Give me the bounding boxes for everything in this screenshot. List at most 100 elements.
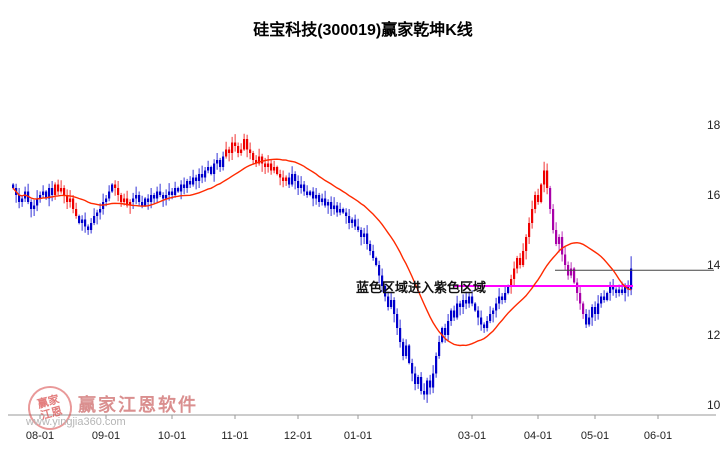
candle-body bbox=[198, 174, 201, 181]
watermark-url: www.yingjia360.com bbox=[26, 416, 126, 428]
candle-body bbox=[237, 146, 240, 153]
candle-body bbox=[564, 254, 567, 265]
candle-body bbox=[624, 286, 627, 293]
candle-body bbox=[324, 198, 327, 206]
candle-body bbox=[177, 188, 180, 192]
candle-body bbox=[123, 198, 126, 202]
candle-body bbox=[603, 296, 606, 300]
candle-body bbox=[525, 237, 528, 251]
candle-body bbox=[111, 184, 114, 192]
candle-body bbox=[216, 160, 219, 164]
candle-body bbox=[222, 156, 225, 167]
candle-body bbox=[522, 251, 525, 265]
candle-body bbox=[33, 205, 36, 209]
candle-body bbox=[60, 188, 63, 192]
x-axis-label: 08-01 bbox=[26, 430, 54, 442]
candle-body bbox=[396, 314, 399, 328]
candle-body bbox=[156, 191, 159, 199]
candle-body bbox=[369, 244, 372, 251]
candle-body bbox=[309, 191, 312, 195]
candle-body bbox=[468, 296, 471, 304]
candle-body bbox=[297, 181, 300, 188]
candle-body bbox=[192, 177, 195, 185]
candle-body bbox=[390, 300, 393, 307]
candle-body bbox=[621, 289, 624, 293]
zone-annotation: 蓝色区域进入紫色区域 bbox=[356, 280, 487, 295]
candle-body bbox=[543, 170, 546, 185]
candle-body bbox=[36, 198, 39, 206]
candle-body bbox=[627, 286, 630, 290]
candle-body bbox=[249, 149, 252, 153]
candle-body bbox=[72, 198, 75, 209]
candle-body bbox=[279, 174, 282, 178]
candle-body bbox=[312, 191, 315, 199]
watermark-brand: 赢家江恩软件 bbox=[78, 395, 198, 415]
candle-body bbox=[459, 303, 462, 307]
candle-body bbox=[483, 324, 486, 328]
x-axis-label: 04-01 bbox=[524, 430, 552, 442]
candle-body bbox=[462, 300, 465, 307]
candle-body bbox=[333, 205, 336, 209]
candle-body bbox=[609, 286, 612, 293]
candle-body bbox=[516, 258, 519, 269]
candle-body bbox=[363, 233, 366, 237]
candle-body bbox=[336, 205, 339, 213]
chart-title: 硅宝科技(300019)赢家乾坤K线 bbox=[253, 22, 473, 39]
candle-body bbox=[474, 303, 477, 311]
candle-body bbox=[546, 170, 549, 188]
y-axis-label: 10 bbox=[707, 398, 721, 412]
candle-body bbox=[588, 317, 591, 325]
candle-body bbox=[414, 373, 417, 384]
candle-body bbox=[276, 167, 279, 174]
candle-body bbox=[213, 163, 216, 174]
candle-body bbox=[630, 268, 633, 290]
candle-body bbox=[180, 184, 183, 192]
candle-body bbox=[594, 307, 597, 314]
candle-body bbox=[291, 174, 294, 185]
candle-body bbox=[78, 216, 81, 223]
candle-body bbox=[552, 209, 555, 230]
y-axis-label: 14 bbox=[707, 258, 721, 272]
candle-body bbox=[255, 160, 258, 164]
candle-body bbox=[231, 142, 234, 153]
candle-body bbox=[39, 195, 42, 199]
candle-body bbox=[282, 177, 285, 181]
candle-body bbox=[489, 314, 492, 321]
ma-line bbox=[12, 158, 632, 347]
candle-body bbox=[303, 184, 306, 192]
candle-body bbox=[411, 363, 414, 374]
y-axis-label: 16 bbox=[707, 188, 721, 202]
candle-body bbox=[243, 139, 246, 150]
candle-body bbox=[327, 202, 330, 206]
candle-body bbox=[219, 160, 222, 167]
candle-body bbox=[105, 198, 108, 202]
candle-body bbox=[99, 209, 102, 213]
candle-body bbox=[429, 380, 432, 388]
candle-body bbox=[87, 226, 90, 230]
candle-body bbox=[438, 342, 441, 356]
candle-body bbox=[141, 202, 144, 206]
candle-body bbox=[405, 345, 408, 356]
candle-body bbox=[228, 149, 231, 153]
candle-body bbox=[252, 153, 255, 160]
candle-body bbox=[174, 188, 177, 195]
candle-body bbox=[96, 212, 99, 216]
candle-body bbox=[18, 195, 21, 202]
candle-body bbox=[606, 293, 609, 300]
candle-body bbox=[582, 303, 585, 314]
candle-body bbox=[555, 230, 558, 244]
candle-body bbox=[360, 230, 363, 237]
candle-body bbox=[270, 163, 273, 171]
candle-body bbox=[93, 216, 96, 223]
candle-body bbox=[129, 202, 132, 206]
candle-body bbox=[477, 310, 480, 318]
x-axis-label: 11-01 bbox=[221, 430, 248, 442]
candle-body bbox=[207, 167, 210, 171]
candle-body bbox=[330, 202, 333, 209]
candle-body bbox=[372, 251, 375, 258]
candle-body bbox=[84, 219, 87, 227]
candle-body bbox=[285, 177, 288, 181]
candle-body bbox=[267, 163, 270, 167]
candle-body bbox=[132, 198, 135, 202]
